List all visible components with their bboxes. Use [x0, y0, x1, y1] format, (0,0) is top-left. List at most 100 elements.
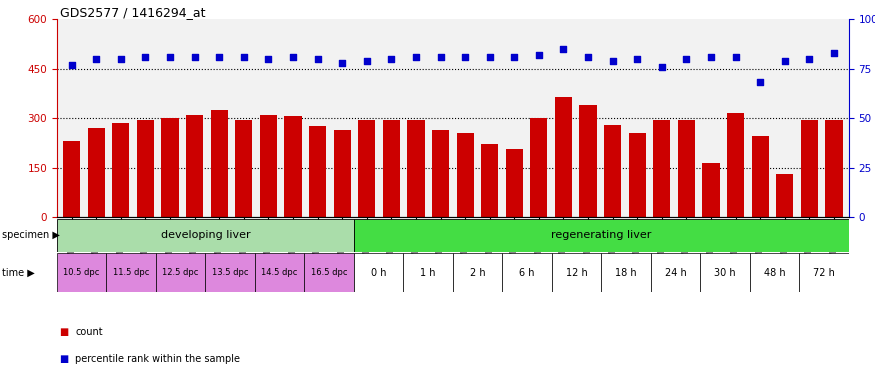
Point	[458, 54, 472, 60]
Point	[114, 56, 128, 62]
Bar	[304, 253, 354, 292]
Text: 14.5 dpc: 14.5 dpc	[262, 268, 298, 277]
Point	[433, 54, 447, 60]
Point	[187, 54, 201, 60]
Bar	[579, 105, 597, 217]
Point	[507, 54, 522, 60]
Bar	[700, 253, 750, 292]
Bar	[825, 120, 843, 217]
Point	[704, 54, 718, 60]
Point	[556, 46, 570, 52]
Bar	[752, 136, 769, 217]
Bar	[408, 120, 424, 217]
Text: 11.5 dpc: 11.5 dpc	[113, 268, 150, 277]
Bar	[211, 110, 228, 217]
Text: 16.5 dpc: 16.5 dpc	[311, 268, 347, 277]
Text: 72 h: 72 h	[813, 268, 835, 278]
Text: 12 h: 12 h	[565, 268, 587, 278]
Bar	[57, 219, 354, 252]
Point	[778, 58, 792, 64]
Bar	[136, 120, 154, 217]
Bar	[799, 253, 849, 292]
Bar	[530, 118, 548, 217]
Bar	[601, 253, 651, 292]
Text: count: count	[75, 327, 103, 337]
Bar	[235, 120, 252, 217]
Bar	[255, 253, 304, 292]
Point	[384, 56, 398, 62]
Text: 0 h: 0 h	[371, 268, 387, 278]
Point	[163, 54, 177, 60]
Bar	[776, 174, 794, 217]
Bar	[63, 141, 80, 217]
Bar	[354, 219, 849, 252]
Bar	[750, 253, 799, 292]
Text: GDS2577 / 1416294_at: GDS2577 / 1416294_at	[60, 6, 205, 19]
Point	[311, 56, 325, 62]
Point	[802, 56, 816, 62]
Point	[262, 56, 276, 62]
Bar	[112, 123, 130, 217]
Text: 48 h: 48 h	[764, 268, 786, 278]
Bar	[506, 149, 523, 217]
Bar	[156, 253, 206, 292]
Bar	[382, 120, 400, 217]
Bar	[457, 133, 473, 217]
Text: developing liver: developing liver	[160, 230, 250, 240]
Point	[138, 54, 152, 60]
Point	[286, 54, 300, 60]
Bar	[801, 120, 818, 217]
Point	[581, 54, 595, 60]
Point	[409, 54, 423, 60]
Point	[680, 56, 694, 62]
Text: 13.5 dpc: 13.5 dpc	[212, 268, 248, 277]
Bar	[403, 253, 453, 292]
Bar	[107, 253, 156, 292]
Bar	[88, 128, 105, 217]
Bar	[432, 130, 449, 217]
Bar	[628, 133, 646, 217]
Point	[360, 58, 374, 64]
Text: 12.5 dpc: 12.5 dpc	[163, 268, 199, 277]
Text: 6 h: 6 h	[519, 268, 535, 278]
Point	[532, 52, 546, 58]
Bar	[333, 130, 351, 217]
Bar	[57, 253, 107, 292]
Point	[212, 54, 226, 60]
Text: time ▶: time ▶	[2, 268, 34, 278]
Bar	[260, 115, 277, 217]
Text: ■: ■	[60, 327, 69, 337]
Bar	[161, 118, 178, 217]
Bar	[502, 253, 552, 292]
Bar	[654, 120, 670, 217]
Text: regenerating liver: regenerating liver	[551, 230, 652, 240]
Text: percentile rank within the sample: percentile rank within the sample	[75, 354, 241, 364]
Text: 2 h: 2 h	[470, 268, 486, 278]
Text: 30 h: 30 h	[714, 268, 736, 278]
Bar	[284, 116, 302, 217]
Text: 18 h: 18 h	[615, 268, 637, 278]
Point	[65, 61, 79, 68]
Point	[89, 56, 103, 62]
Bar	[354, 253, 403, 292]
Bar	[206, 253, 255, 292]
Point	[729, 54, 743, 60]
Point	[237, 54, 251, 60]
Point	[483, 54, 497, 60]
Bar	[604, 125, 621, 217]
Bar	[651, 253, 700, 292]
Point	[630, 56, 644, 62]
Point	[827, 50, 841, 56]
Bar	[309, 126, 326, 217]
Point	[654, 64, 668, 70]
Text: specimen ▶: specimen ▶	[2, 230, 60, 240]
Text: 1 h: 1 h	[420, 268, 436, 278]
Text: ■: ■	[60, 354, 69, 364]
Point	[335, 60, 349, 66]
Point	[606, 58, 620, 64]
Bar	[186, 115, 203, 217]
Point	[753, 79, 767, 86]
Text: 24 h: 24 h	[665, 268, 686, 278]
Bar	[358, 120, 375, 217]
Bar	[678, 120, 695, 217]
